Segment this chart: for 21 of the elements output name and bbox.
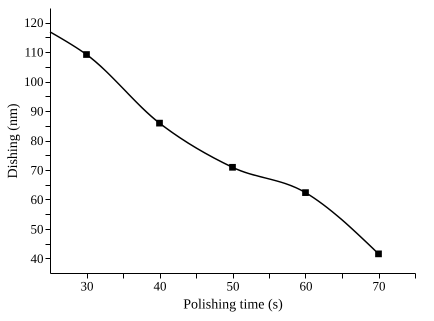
point (375, 250, 382, 258)
x-tick-label: 30 (80, 278, 94, 294)
y-tick-label: 120 (24, 15, 44, 30)
y-tick-label: 80 (30, 133, 44, 148)
point (302, 189, 309, 196)
y-tick-label: 110 (24, 44, 44, 60)
x-tick-label: 50 (226, 278, 240, 294)
x-tick-label: 70 (372, 278, 386, 294)
point (229, 164, 236, 171)
y-tick-label: 100 (24, 74, 44, 90)
y-axis-title: Dishing (nm) (6, 103, 21, 179)
y-tick-label: 70 (30, 162, 44, 178)
y-tick-label: 50 (30, 221, 44, 236)
y-tick-label: 40 (30, 250, 44, 266)
x-tick-label: 40 (154, 278, 166, 294)
point (156, 120, 163, 126)
y-tick-label: 60 (30, 192, 44, 207)
y-tick-label: 90 (30, 104, 44, 119)
x-axis-title: Polishing time (s) (183, 298, 284, 312)
x-tick-label: 60 (300, 278, 312, 294)
point (83, 51, 90, 58)
